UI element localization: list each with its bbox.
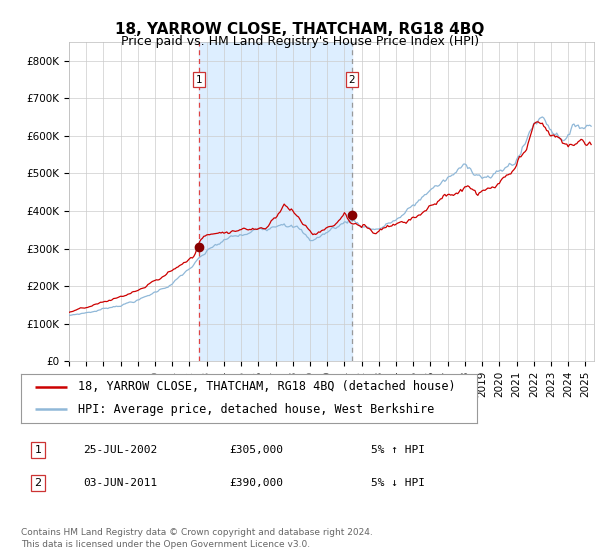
Text: 2: 2 xyxy=(349,74,355,85)
Text: 1: 1 xyxy=(196,74,202,85)
Text: Contains HM Land Registry data © Crown copyright and database right 2024.: Contains HM Land Registry data © Crown c… xyxy=(21,528,373,537)
Text: 03-JUN-2011: 03-JUN-2011 xyxy=(83,478,157,488)
Text: 2: 2 xyxy=(34,478,41,488)
Text: 18, YARROW CLOSE, THATCHAM, RG18 4BQ: 18, YARROW CLOSE, THATCHAM, RG18 4BQ xyxy=(115,22,485,38)
Text: 5% ↑ HPI: 5% ↑ HPI xyxy=(371,445,425,455)
Text: 5% ↓ HPI: 5% ↓ HPI xyxy=(371,478,425,488)
Text: 18, YARROW CLOSE, THATCHAM, RG18 4BQ (detached house): 18, YARROW CLOSE, THATCHAM, RG18 4BQ (de… xyxy=(78,380,455,393)
Text: £305,000: £305,000 xyxy=(230,445,284,455)
Bar xyxy=(199,42,352,361)
Text: 25-JUL-2002: 25-JUL-2002 xyxy=(83,445,157,455)
Text: HPI: Average price, detached house, West Berkshire: HPI: Average price, detached house, West… xyxy=(78,403,434,416)
Text: Price paid vs. HM Land Registry's House Price Index (HPI): Price paid vs. HM Land Registry's House … xyxy=(121,35,479,48)
Text: 1: 1 xyxy=(34,445,41,455)
Text: This data is licensed under the Open Government Licence v3.0.: This data is licensed under the Open Gov… xyxy=(21,540,310,549)
Text: £390,000: £390,000 xyxy=(230,478,284,488)
